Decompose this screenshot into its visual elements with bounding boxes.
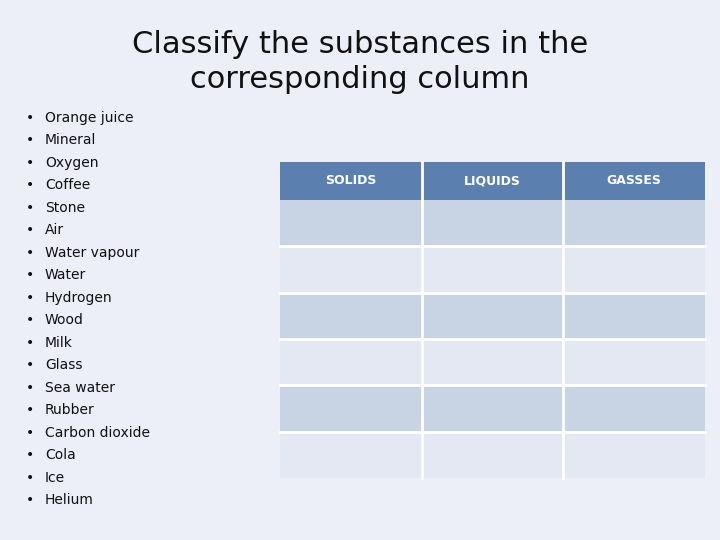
Text: Rubber: Rubber [45, 403, 95, 417]
Bar [280, 386, 422, 431]
Bar [280, 431, 422, 478]
Text: •: • [26, 313, 34, 327]
Text: Oxygen: Oxygen [45, 156, 99, 170]
Text: •: • [26, 358, 34, 372]
Bar [563, 200, 705, 246]
Text: •: • [26, 448, 34, 462]
Text: Water vapour: Water vapour [45, 246, 140, 260]
Text: •: • [26, 336, 34, 350]
Text: •: • [26, 133, 34, 147]
Text: corresponding column: corresponding column [190, 65, 530, 94]
Bar [280, 246, 422, 293]
Text: •: • [26, 291, 34, 305]
Bar [422, 200, 563, 246]
Bar [563, 339, 705, 386]
Text: Ice: Ice [45, 470, 65, 484]
Bar [422, 162, 563, 200]
Text: Wood: Wood [45, 313, 84, 327]
Text: Water: Water [45, 268, 86, 282]
Text: •: • [26, 201, 34, 215]
Text: •: • [26, 178, 34, 192]
Text: Sea water: Sea water [45, 381, 115, 395]
Text: Milk: Milk [45, 336, 73, 350]
Text: Hydrogen: Hydrogen [45, 291, 112, 305]
Bar [280, 162, 422, 200]
Text: •: • [26, 268, 34, 282]
Bar [563, 431, 705, 478]
Text: •: • [26, 381, 34, 395]
Text: Coffee: Coffee [45, 178, 90, 192]
Text: Stone: Stone [45, 201, 85, 215]
Text: •: • [26, 246, 34, 260]
Bar [422, 246, 563, 293]
Text: Air: Air [45, 224, 64, 238]
Text: Glass: Glass [45, 358, 83, 372]
Bar [422, 293, 563, 339]
Bar [563, 162, 705, 200]
Text: •: • [26, 493, 34, 507]
Text: Helium: Helium [45, 493, 94, 507]
Bar [422, 386, 563, 431]
Bar [280, 339, 422, 386]
Text: LIQUIDS: LIQUIDS [464, 174, 521, 187]
Bar [563, 293, 705, 339]
Text: Cola: Cola [45, 448, 76, 462]
Bar [563, 386, 705, 431]
Text: •: • [26, 156, 34, 170]
Text: Classify the substances in the: Classify the substances in the [132, 30, 588, 59]
Text: •: • [26, 224, 34, 238]
Bar [280, 200, 422, 246]
Bar [422, 431, 563, 478]
Text: Orange juice: Orange juice [45, 111, 133, 125]
Text: •: • [26, 426, 34, 440]
Bar [280, 293, 422, 339]
Text: Carbon dioxide: Carbon dioxide [45, 426, 150, 440]
Text: •: • [26, 470, 34, 484]
Text: GASSES: GASSES [607, 174, 662, 187]
Text: SOLIDS: SOLIDS [325, 174, 377, 187]
Text: •: • [26, 111, 34, 125]
Bar [422, 339, 563, 386]
Bar [563, 246, 705, 293]
Text: •: • [26, 403, 34, 417]
Text: Mineral: Mineral [45, 133, 96, 147]
